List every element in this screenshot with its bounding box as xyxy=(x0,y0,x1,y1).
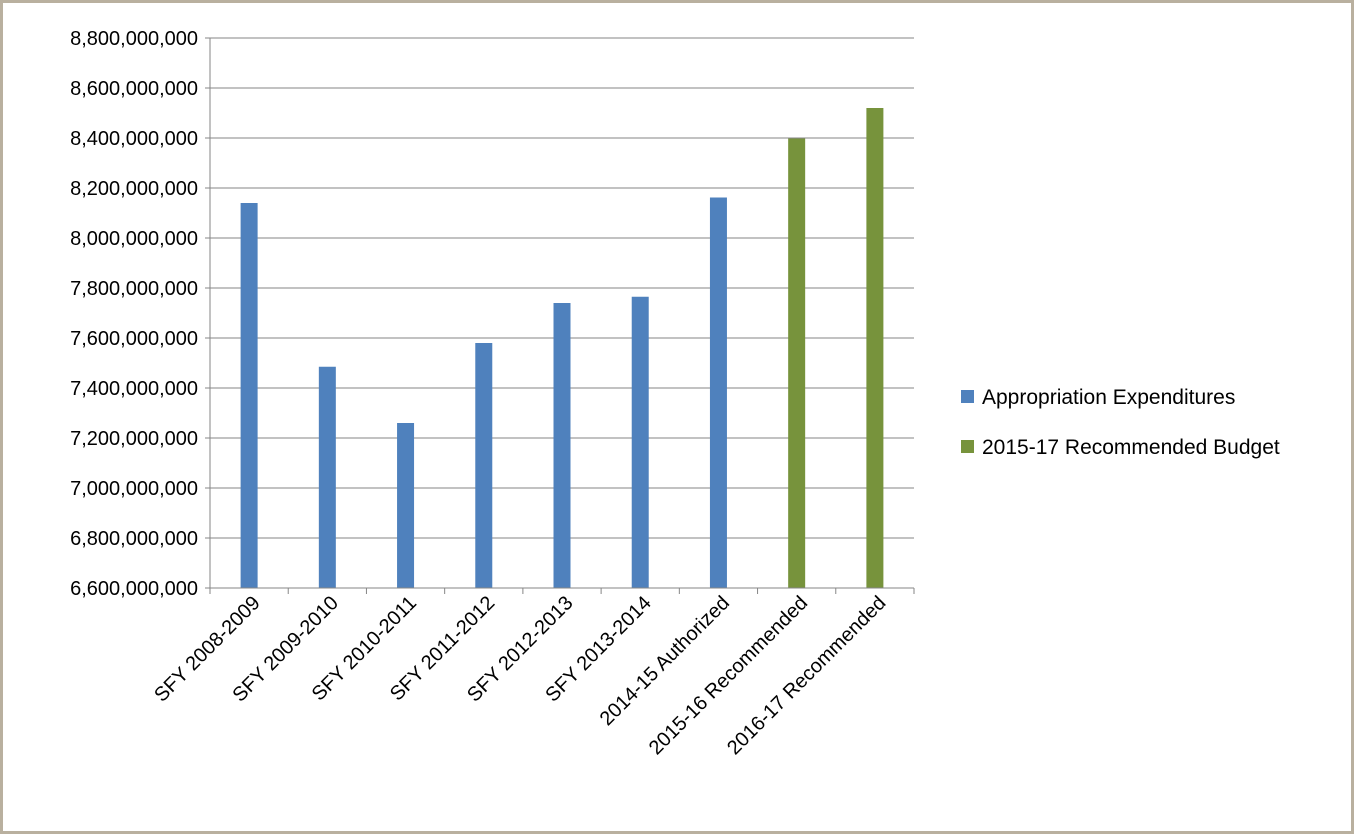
legend-label: 2015-17 Recommended Budget xyxy=(982,436,1280,459)
y-tick-label: 7,800,000,000 xyxy=(70,278,198,300)
y-tick-label: 6,800,000,000 xyxy=(70,528,198,550)
y-tick-label: 7,600,000,000 xyxy=(70,328,198,350)
bars xyxy=(240,108,884,588)
legend-swatch xyxy=(961,440,974,453)
x-tick-label: 2015-16 Recommended xyxy=(645,592,812,759)
y-tick-label: 8,800,000,000 xyxy=(70,28,198,50)
bar-chart: 6,600,000,000 6,800,000,000 7,000,000,000 7… xyxy=(70,28,1280,759)
bar-2014-15-authorized xyxy=(709,197,727,588)
x-tick-label: 2014-15 Authorized xyxy=(596,592,734,730)
bar-2015-16-recommended xyxy=(788,138,806,588)
bar-2016-17-recommended xyxy=(866,108,884,588)
bar-sfy-2011-2012 xyxy=(475,343,493,588)
y-tick-label: 8,600,000,000 xyxy=(70,78,198,100)
y-tick-label: 8,000,000,000 xyxy=(70,228,198,250)
y-tick-label: 8,400,000,000 xyxy=(70,128,198,150)
bar-sfy-2008-2009 xyxy=(240,203,258,588)
y-tick-label: 7,200,000,000 xyxy=(70,428,198,450)
axes xyxy=(205,37,915,594)
y-tick-label: 8,200,000,000 xyxy=(70,178,198,200)
y-tick-label: 7,000,000,000 xyxy=(70,478,198,500)
bar-sfy-2009-2010 xyxy=(318,366,336,588)
y-axis-tick-labels: 6,600,000,000 6,800,000,000 7,000,000,000 7… xyxy=(70,28,198,600)
y-tick-label: 6,600,000,000 xyxy=(70,578,198,600)
bar-sfy-2010-2011 xyxy=(397,423,415,588)
x-tick-label: 2016-17 Recommended xyxy=(723,592,890,759)
bar-sfy-2013-2014 xyxy=(631,296,649,588)
legend-label: Appropriation Expenditures xyxy=(982,386,1235,409)
y-tick-label: 7,400,000,000 xyxy=(70,378,198,400)
legend-swatch xyxy=(961,390,974,403)
bar-sfy-2012-2013 xyxy=(553,303,571,588)
legend: Appropriation Expenditures 2015-17 Recomm… xyxy=(961,386,1280,459)
